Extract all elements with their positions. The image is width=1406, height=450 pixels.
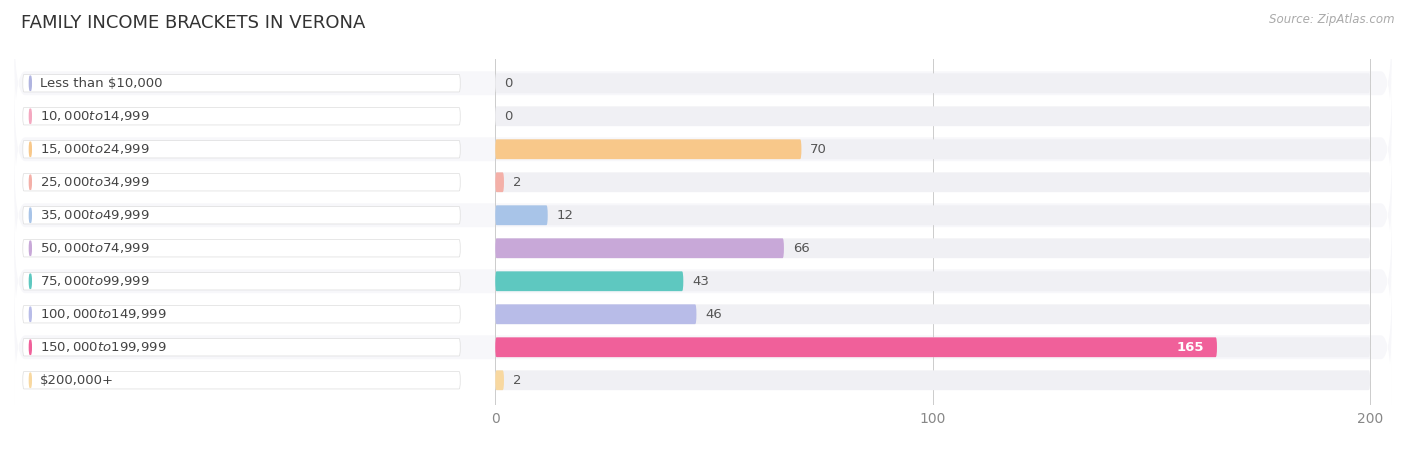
Text: 0: 0	[503, 110, 512, 123]
FancyBboxPatch shape	[22, 306, 460, 323]
FancyBboxPatch shape	[22, 338, 460, 356]
FancyBboxPatch shape	[495, 271, 1369, 291]
FancyBboxPatch shape	[495, 338, 1218, 357]
Text: 0: 0	[503, 77, 512, 90]
Text: Less than $10,000: Less than $10,000	[39, 77, 163, 90]
Text: FAMILY INCOME BRACKETS IN VERONA: FAMILY INCOME BRACKETS IN VERONA	[21, 14, 366, 32]
FancyBboxPatch shape	[14, 310, 1392, 450]
FancyBboxPatch shape	[495, 370, 1369, 390]
Circle shape	[30, 76, 31, 90]
FancyBboxPatch shape	[14, 243, 1392, 385]
Text: 46: 46	[706, 308, 721, 321]
FancyBboxPatch shape	[495, 238, 785, 258]
FancyBboxPatch shape	[495, 370, 503, 390]
Text: 2: 2	[513, 176, 522, 189]
FancyBboxPatch shape	[495, 73, 1369, 93]
Circle shape	[30, 142, 31, 157]
FancyBboxPatch shape	[495, 304, 1369, 324]
FancyBboxPatch shape	[495, 140, 801, 159]
FancyBboxPatch shape	[22, 140, 460, 158]
FancyBboxPatch shape	[22, 273, 460, 290]
FancyBboxPatch shape	[22, 372, 460, 389]
FancyBboxPatch shape	[495, 140, 1369, 159]
Text: $15,000 to $24,999: $15,000 to $24,999	[39, 142, 149, 156]
FancyBboxPatch shape	[14, 45, 1392, 187]
Text: 12: 12	[557, 209, 574, 222]
Text: $50,000 to $74,999: $50,000 to $74,999	[39, 241, 149, 255]
Text: $35,000 to $49,999: $35,000 to $49,999	[39, 208, 149, 222]
Circle shape	[30, 274, 31, 288]
Text: $10,000 to $14,999: $10,000 to $14,999	[39, 109, 149, 123]
FancyBboxPatch shape	[495, 271, 683, 291]
FancyBboxPatch shape	[14, 144, 1392, 286]
FancyBboxPatch shape	[22, 174, 460, 191]
FancyBboxPatch shape	[14, 13, 1392, 154]
Text: 66: 66	[793, 242, 810, 255]
FancyBboxPatch shape	[14, 79, 1392, 220]
FancyBboxPatch shape	[14, 178, 1392, 319]
FancyBboxPatch shape	[495, 205, 548, 225]
Circle shape	[30, 208, 31, 223]
Text: $150,000 to $199,999: $150,000 to $199,999	[39, 340, 166, 354]
FancyBboxPatch shape	[495, 304, 696, 324]
Text: $75,000 to $99,999: $75,000 to $99,999	[39, 274, 149, 288]
Circle shape	[30, 340, 31, 355]
FancyBboxPatch shape	[22, 108, 460, 125]
Text: $25,000 to $34,999: $25,000 to $34,999	[39, 175, 149, 189]
Text: 43: 43	[692, 275, 709, 288]
FancyBboxPatch shape	[22, 239, 460, 257]
Text: $200,000+: $200,000+	[39, 374, 114, 387]
Circle shape	[30, 175, 31, 189]
FancyBboxPatch shape	[22, 75, 460, 92]
FancyBboxPatch shape	[495, 172, 503, 192]
FancyBboxPatch shape	[14, 211, 1392, 352]
FancyBboxPatch shape	[495, 338, 1369, 357]
FancyBboxPatch shape	[495, 205, 1369, 225]
FancyBboxPatch shape	[495, 106, 1369, 126]
Circle shape	[30, 373, 31, 387]
FancyBboxPatch shape	[495, 172, 1369, 192]
Text: $100,000 to $149,999: $100,000 to $149,999	[39, 307, 166, 321]
Circle shape	[30, 109, 31, 124]
FancyBboxPatch shape	[14, 277, 1392, 418]
Circle shape	[30, 241, 31, 256]
FancyBboxPatch shape	[22, 207, 460, 224]
Text: 2: 2	[513, 374, 522, 387]
FancyBboxPatch shape	[495, 238, 1369, 258]
Circle shape	[30, 307, 31, 322]
FancyBboxPatch shape	[14, 112, 1392, 253]
Text: Source: ZipAtlas.com: Source: ZipAtlas.com	[1270, 14, 1395, 27]
Text: 165: 165	[1177, 341, 1204, 354]
Text: 70: 70	[810, 143, 827, 156]
